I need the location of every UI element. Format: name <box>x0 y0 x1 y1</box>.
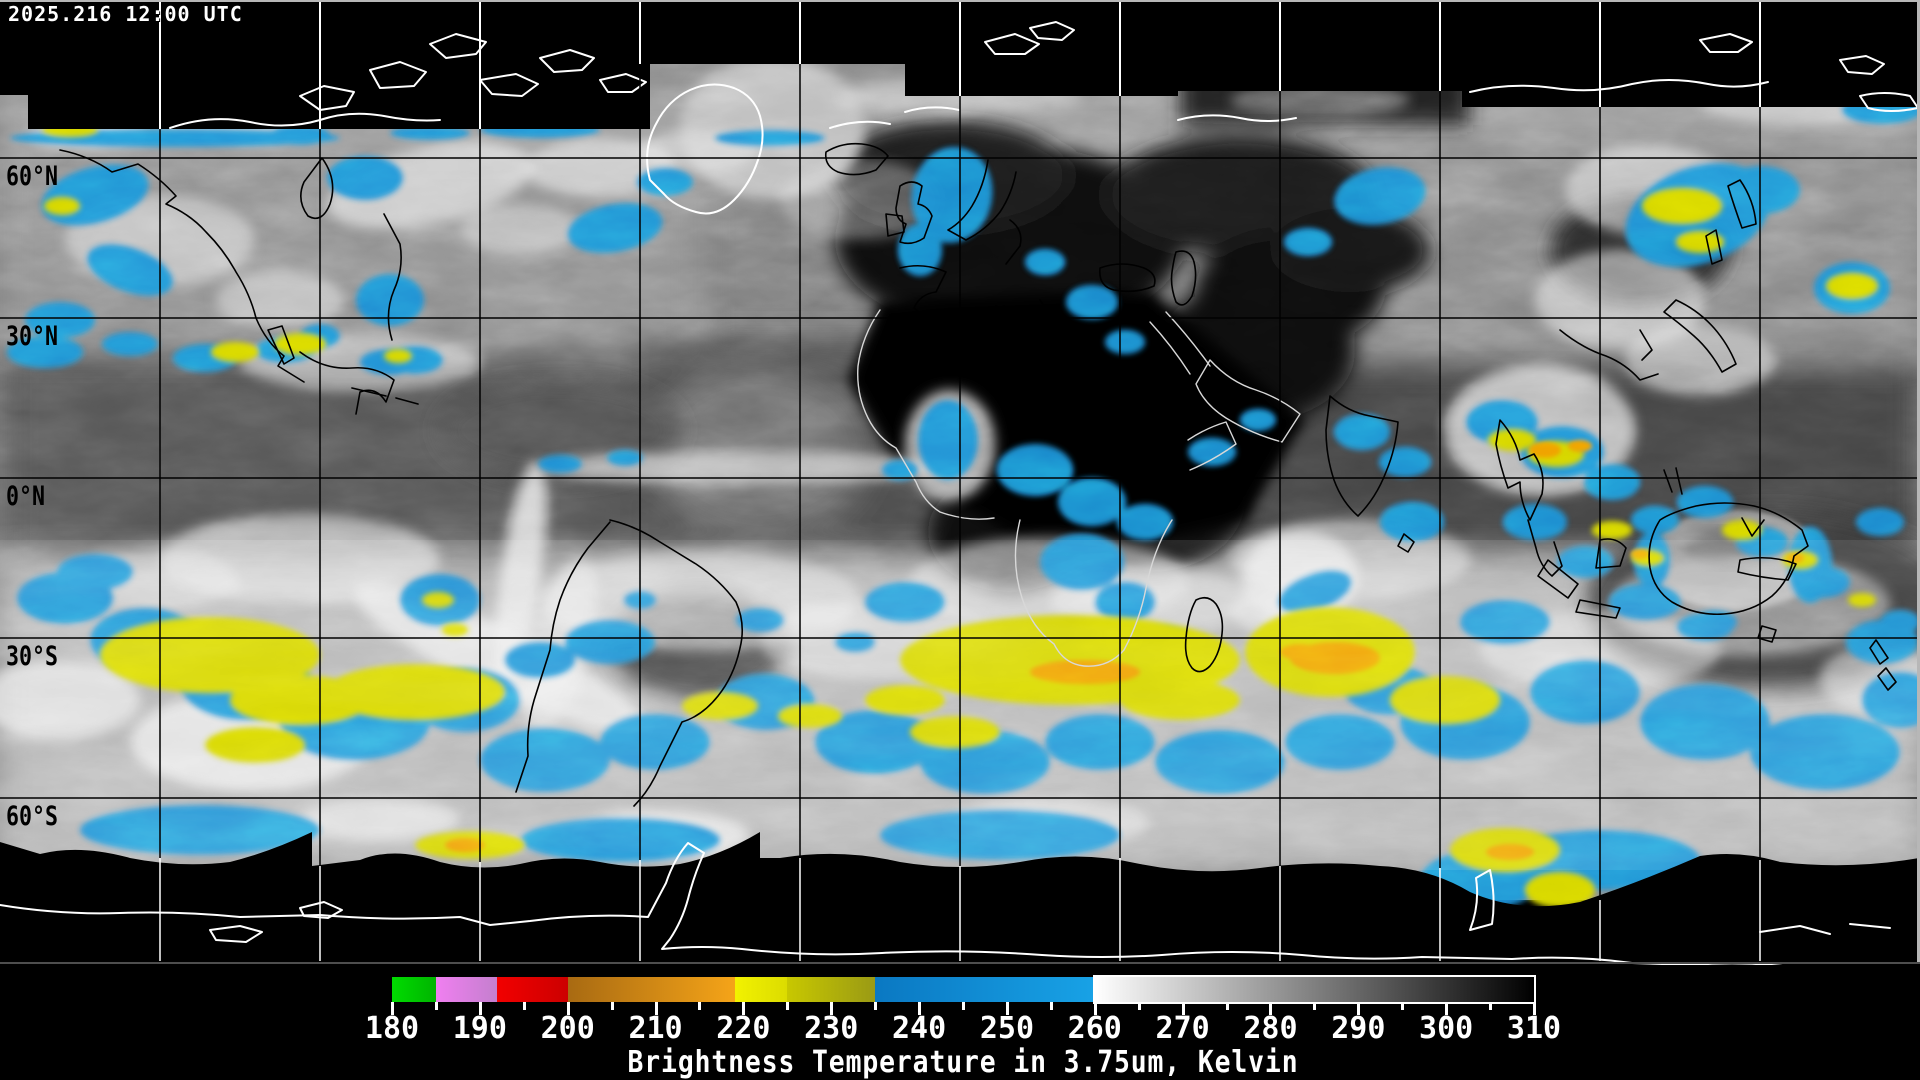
colorbar-tick <box>786 1002 790 1010</box>
timestamp-label: 2025.216 12:00 UTC <box>8 2 243 26</box>
colorbar-tick <box>391 1002 394 1015</box>
colorbar-tick-label: 300 <box>1419 1011 1474 1046</box>
colorbar-tick <box>434 1002 438 1010</box>
colorbar-segment-olive <box>787 977 876 1002</box>
colorbar-tick <box>1093 1002 1097 1015</box>
colorbar: 180 190 200 210 220 230 240 250 260 270 280 290 300 3… <box>0 965 1920 1080</box>
colorbar-tick-label: 260 <box>1067 1011 1122 1046</box>
colorbar-tick <box>742 1002 746 1015</box>
colorbar-tick <box>654 1002 658 1015</box>
colorbar-tick-label: 230 <box>804 1011 859 1046</box>
colorbar-gradient-bar <box>392 977 1534 1002</box>
colorbar-segment-blue <box>875 977 1095 1002</box>
colorbar-tick <box>1489 1002 1493 1010</box>
colorbar-tick <box>1401 1002 1405 1010</box>
colorbar-tick-label: 280 <box>1243 1011 1298 1046</box>
lat-lon-grid <box>159 0 1761 961</box>
colorbar-tick <box>522 1002 526 1010</box>
colorbar-tick-label: 220 <box>716 1011 771 1046</box>
colorbar-segment-green <box>392 977 436 1002</box>
colorbar-tick-label: 200 <box>540 1011 595 1046</box>
colorbar-tick <box>830 1002 834 1015</box>
colorbar-segment-red <box>497 977 568 1002</box>
frame-border-right <box>1917 0 1920 963</box>
colorbar-tick-label: 190 <box>452 1011 507 1046</box>
frame-border-top <box>0 0 1920 2</box>
colorbar-tick <box>962 1002 965 1010</box>
colorbar-tick-label: 210 <box>628 1011 683 1046</box>
colorbar-tick <box>1225 1002 1229 1010</box>
colorbar-segment-orange <box>567 977 735 1002</box>
colorbar-segment-yellow <box>734 977 788 1002</box>
colorbar-title: Brightness Temperature in 3.75um, Kelvin <box>627 1045 1299 1080</box>
colorbar-tick <box>918 1002 922 1015</box>
colorbar-tick <box>698 1002 702 1010</box>
colorbar-segment-grayscale <box>1094 977 1534 1002</box>
latitude-label-30S: 30°S <box>6 641 59 672</box>
coastlines-light <box>857 309 1301 667</box>
latitude-label-0N: 0°N <box>6 481 46 512</box>
colorbar-tick-label: 250 <box>979 1011 1035 1046</box>
colorbar-segment-violet <box>435 977 498 1002</box>
latitude-label-60S: 60°S <box>6 801 59 832</box>
latitude-label-30N: 30°N <box>6 321 59 352</box>
colorbar-tick-label: 310 <box>1506 1011 1562 1046</box>
colorbar-tick <box>478 1002 482 1015</box>
colorbar-tick <box>874 1002 878 1010</box>
colorbar-tick <box>1533 1002 1536 1015</box>
coastline-antarctica <box>0 842 1891 966</box>
colorbar-tick <box>1357 1002 1361 1015</box>
colorbar-tick <box>566 1002 570 1015</box>
colorbar-tick <box>610 1002 614 1010</box>
map-colorbar-separator <box>0 962 1920 964</box>
colorbar-tick <box>1445 1002 1449 1015</box>
satellite-map <box>0 0 1920 966</box>
colorbar-tick-label: 240 <box>891 1011 947 1046</box>
colorbar-tick <box>1137 1002 1141 1010</box>
colorbar-tick-label: 180 <box>364 1011 420 1046</box>
colorbar-tick <box>1049 1002 1053 1010</box>
colorbar-tick <box>1005 1002 1009 1015</box>
colorbar-tick-label: 290 <box>1331 1011 1386 1046</box>
colorbar-tick-label: 270 <box>1155 1011 1210 1046</box>
colorbar-tick <box>1313 1002 1317 1010</box>
colorbar-tick <box>1181 1002 1185 1015</box>
latitude-label-60N: 60°N <box>6 161 59 192</box>
colorbar-tick <box>1269 1002 1273 1015</box>
